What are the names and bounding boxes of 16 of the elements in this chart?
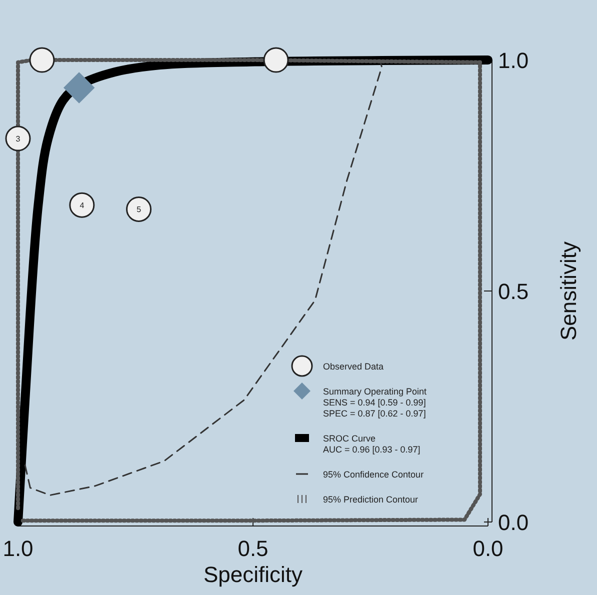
legend-label: Summary Operating Point SENS = 0.94 [0.59 - 0.99] SPEC = 0.87 [0.62 - 0.97]	[323, 386, 428, 418]
legend-label: 95% Confidence Contour	[323, 470, 424, 480]
y-tick-label: 0.5	[498, 279, 529, 304]
y-tick-label: 0.0	[498, 510, 529, 535]
legend-label: SROC Curve AUC = 0.96 [0.93 - 0.97]	[323, 434, 420, 454]
x-tick-label: 0.5	[238, 536, 268, 561]
annotation: 5	[136, 205, 142, 214]
x-tick-label: 0.0	[472, 536, 504, 561]
y-axis-title: Sensitivity	[556, 241, 581, 341]
annotation: 3	[16, 134, 21, 144]
x-axis-title: Specificity	[203, 562, 303, 587]
y-tick-label: 1.0	[498, 48, 529, 73]
x-tick-label: 1.0	[2, 536, 34, 561]
legend-label: 95% Prediction Contour	[323, 494, 418, 504]
legend-label: Observed Data	[323, 362, 384, 372]
annotation: 4	[80, 201, 85, 210]
